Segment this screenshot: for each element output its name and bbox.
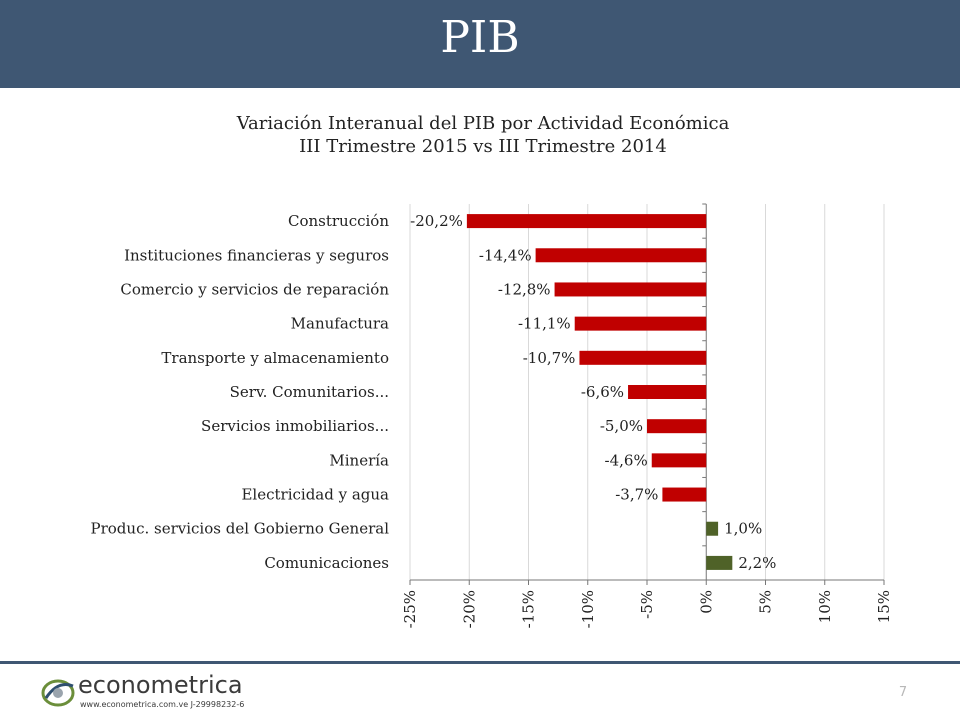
bar-2 [554, 282, 707, 297]
data-label-1: -14,4% [479, 246, 532, 264]
bar-3 [574, 316, 707, 331]
bar-5 [628, 385, 707, 399]
data-label-6: -5,0% [600, 417, 643, 435]
data-label-9: 1,0% [724, 520, 762, 538]
chart-title: Variación Interanual del PIB por Activid… [0, 112, 960, 158]
category-label-10: Comunicaciones [264, 554, 389, 572]
category-label-9: Produc. servicios del Gobierno General [91, 520, 390, 538]
x-tick-label-2: -15% [520, 590, 538, 628]
bar-1 [535, 248, 707, 263]
category-label-2: Comercio y servicios de reparación [120, 280, 389, 298]
category-label-6: Servicios inmobiliarios... [201, 417, 389, 435]
econometrica-logo: econometrica www.econometrica.com.ve J-2… [40, 668, 244, 716]
category-label-4: Transporte y almacenamiento [161, 349, 389, 367]
x-tick-label-1: -20% [460, 590, 478, 628]
data-label-7: -4,6% [605, 451, 648, 469]
header-bar: PIB [0, 0, 960, 88]
logo-wordmark: econometrica [78, 671, 243, 699]
data-label-4: -10,7% [523, 349, 576, 367]
data-label-2: -12,8% [498, 280, 551, 298]
bar-9 [706, 521, 719, 536]
footer-divider [0, 661, 960, 664]
bar-7 [651, 453, 707, 468]
bar-4 [579, 350, 707, 365]
category-label-1: Instituciones financieras y seguros [124, 246, 389, 264]
category-label-3: Manufactura [291, 315, 389, 333]
data-label-8: -3,7% [615, 486, 658, 504]
bar-0 [466, 214, 707, 229]
chart-title-line-2: III Trimestre 2015 vs III Trimestre 2014 [299, 136, 667, 157]
bar-10 [706, 555, 733, 570]
x-tick-label-5: 0% [697, 590, 715, 614]
data-label-5: -6,6% [581, 383, 624, 401]
x-tick-label-7: 10% [816, 590, 834, 623]
category-label-5: Serv. Comunitarios... [230, 383, 389, 401]
category-label-8: Electricidad y agua [241, 486, 389, 504]
x-tick-label-3: -10% [579, 590, 597, 628]
page-number: 7 [898, 685, 908, 700]
logo-swoosh-icon [41, 679, 75, 707]
data-label-10: 2,2% [738, 554, 776, 572]
data-label-0: -20,2% [410, 212, 463, 230]
x-tick-label-6: 5% [757, 590, 775, 614]
data-label-3: -11,1% [518, 315, 571, 333]
x-tick-label-0: -25% [401, 590, 419, 628]
x-tick-label-4: -5% [638, 590, 656, 619]
category-label-0: Construcción [288, 212, 389, 230]
x-tick-label-8: 15% [875, 590, 893, 623]
page-title: PIB [440, 12, 520, 63]
category-label-7: Minería [329, 451, 389, 469]
logo-url: www.econometrica.com.ve J-29998232-6 [80, 700, 245, 709]
bar-6 [647, 419, 707, 434]
chart-title-line-1: Variación Interanual del PIB por Activid… [236, 113, 730, 134]
bar-8 [662, 487, 707, 502]
